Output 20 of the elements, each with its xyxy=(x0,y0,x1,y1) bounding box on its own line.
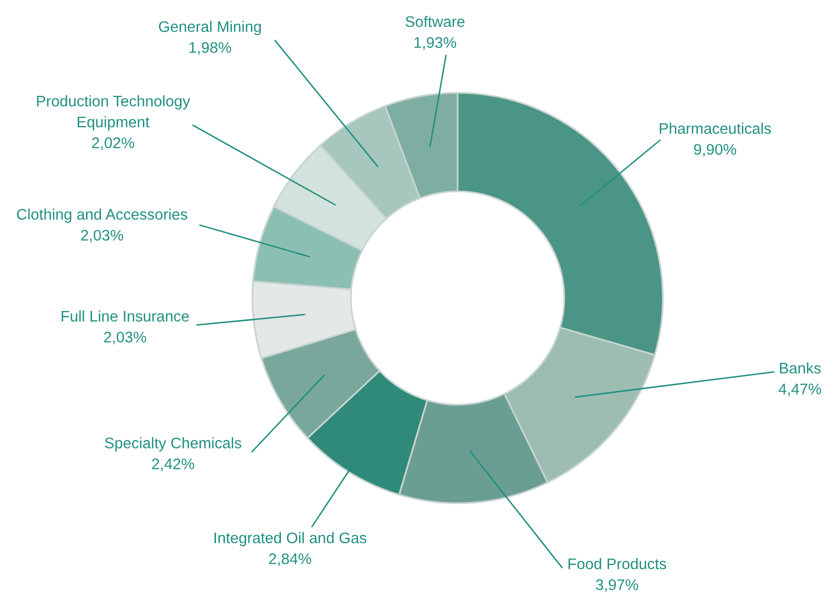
slice-label: Integrated Oil and Gas xyxy=(214,532,366,546)
data-label: 3,97% xyxy=(596,579,638,592)
slice-label: Full Line Insurance xyxy=(62,310,189,322)
slice-label: Food Products xyxy=(568,558,666,570)
data-label: 2,42% xyxy=(152,458,194,472)
data-label: 2,03% xyxy=(104,332,146,344)
data-label: 4,47% xyxy=(778,384,822,396)
data-label: 9,90% xyxy=(694,144,736,157)
data-label: 1,93% xyxy=(414,37,456,50)
data-label: 2,84% xyxy=(269,553,312,566)
slice-label: Pharmaceuticals xyxy=(660,122,771,134)
slice-label: Clothing and Accessories xyxy=(17,208,188,223)
data-label: 2,02% xyxy=(92,137,134,150)
data-label: 2,03% xyxy=(81,230,124,242)
data-label: 1,98% xyxy=(190,42,232,55)
slice-label: Specialty Chemicals xyxy=(104,437,242,452)
slice-label: Banks xyxy=(780,362,821,374)
slice-label: Software xyxy=(406,16,464,28)
slice-label: General Mining xyxy=(158,20,261,36)
slice-label: Production Technology Equipment xyxy=(37,95,190,130)
